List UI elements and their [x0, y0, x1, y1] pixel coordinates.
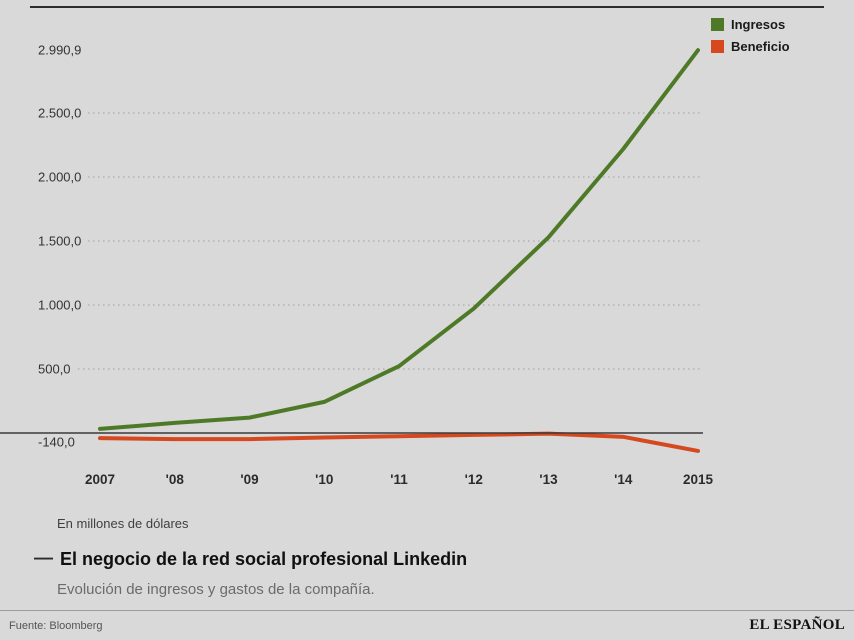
beneficio-swatch — [711, 40, 724, 53]
y-axis-label: 1.000,0 — [38, 296, 89, 314]
ingresos-swatch — [711, 18, 724, 31]
legend-item-ingresos: Ingresos — [711, 18, 790, 31]
y-axis-label: 2.000,0 — [38, 168, 89, 186]
y-axis-label: 2.990,9 — [38, 41, 89, 59]
y-axis-label: -140,0 — [38, 434, 75, 450]
y-axis-label: 2.500,0 — [38, 104, 89, 122]
line-chart: 2.990,9 2.500,0 2.000,0 1.500,0 1.000,0 500,0… — [0, 41, 714, 487]
legend: Ingresos Beneficio — [711, 18, 790, 62]
x-axis-label: '13 — [539, 472, 558, 487]
title-row: — El negocio de la red social profesiona… — [34, 548, 467, 571]
chart-canvas — [0, 48, 703, 453]
beneficio-label: Beneficio — [731, 39, 790, 54]
source-credit: Fuente: Bloomberg — [9, 619, 103, 632]
units-note: En millones de dólares — [57, 516, 189, 531]
x-axis-label: 2015 — [682, 472, 714, 487]
title-dash: — — [34, 548, 53, 569]
series-ingresos — [98, 48, 700, 431]
x-axis-label: '11 — [390, 472, 408, 487]
footer: Fuente: Bloomberg EL ESPAÑOL — [0, 610, 854, 640]
x-axis-label: '08 — [165, 472, 184, 487]
y-axis-label: 500,0 — [38, 360, 78, 378]
x-axis-label: 2007 — [84, 472, 116, 487]
ingresos-label: Ingresos — [731, 17, 786, 32]
y-axis-label: 1.500,0 — [38, 232, 89, 250]
series-beneficio — [98, 431, 700, 453]
legend-item-beneficio: Beneficio — [711, 40, 790, 53]
x-axis-label: '14 — [614, 472, 633, 487]
brand-logo: EL ESPAÑOL — [749, 617, 845, 633]
x-axis-label: '10 — [315, 472, 334, 487]
chart-subtitle: Evolución de ingresos y gastos de la com… — [57, 581, 375, 598]
top-rule — [30, 6, 824, 8]
x-axis-label: '09 — [240, 472, 259, 487]
x-axis-label: '12 — [464, 472, 483, 487]
chart-title: El negocio de la red social profesional … — [60, 549, 468, 569]
